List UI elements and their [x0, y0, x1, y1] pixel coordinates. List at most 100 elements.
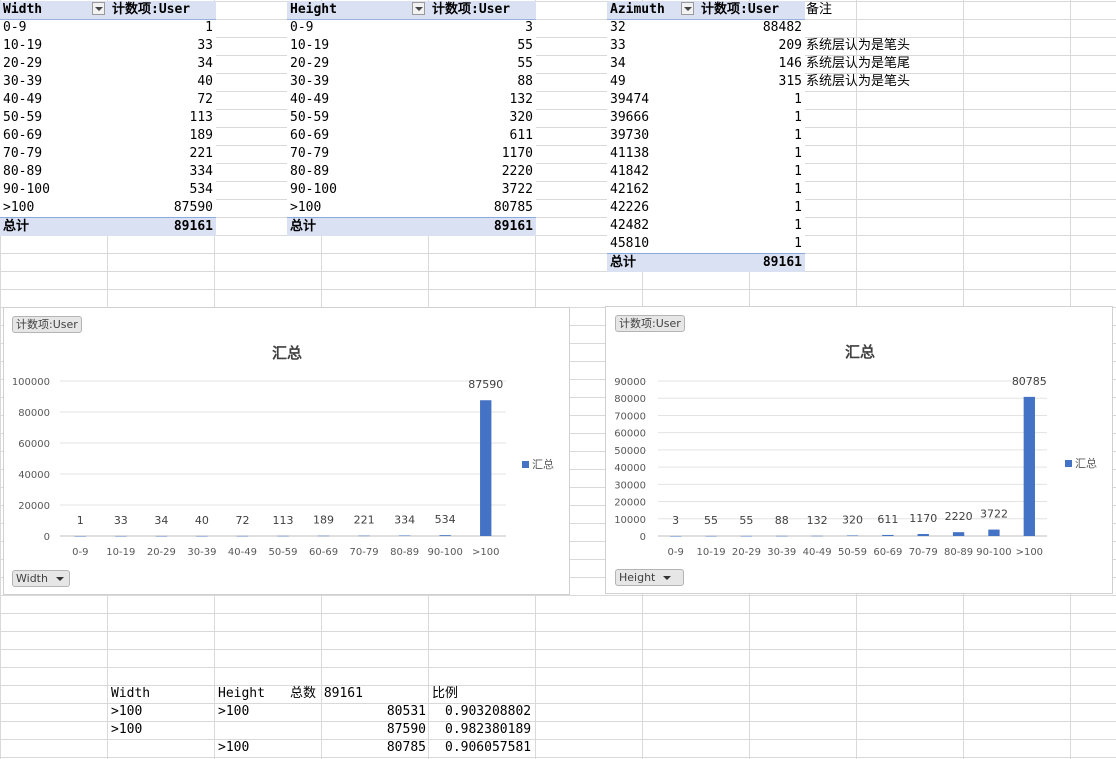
- value-cell[interactable]: 34: [197, 56, 213, 71]
- total-label-cell[interactable]: 总计: [3, 219, 30, 234]
- row-label-cell[interactable]: 70-79: [3, 146, 43, 161]
- value-cell[interactable]: 1: [794, 236, 802, 251]
- value-cell[interactable]: 55: [517, 56, 533, 71]
- value-cell[interactable]: 87590: [173, 200, 213, 215]
- row-field-header[interactable]: Azimuth: [610, 1, 681, 19]
- note-item[interactable]: 系统层认为是笔尾: [806, 56, 911, 71]
- bar[interactable]: [811, 535, 823, 537]
- summary-count-cell[interactable]: 80531: [386, 704, 426, 719]
- value-cell[interactable]: 221: [189, 146, 213, 161]
- summary-ratio-cell[interactable]: 0.982380189: [445, 722, 532, 737]
- value-cell[interactable]: 1: [794, 146, 802, 161]
- height-pivot-chart[interactable]: 汇总 0 10000 20000 30000 40000 50000 60000 70000 80…: [605, 306, 1113, 594]
- bar[interactable]: [846, 535, 859, 536]
- row-label-cell[interactable]: 41842: [610, 164, 650, 179]
- note-item[interactable]: 系统层认为是笔头: [806, 74, 911, 89]
- row-label-cell[interactable]: 42482: [610, 218, 650, 233]
- bar[interactable]: [236, 535, 249, 537]
- bar[interactable]: [740, 535, 753, 537]
- row-label-cell[interactable]: 40-49: [290, 92, 330, 107]
- bar[interactable]: [439, 535, 451, 536]
- row-label-cell[interactable]: 10-19: [290, 38, 330, 53]
- row-label-cell[interactable]: 34: [610, 56, 626, 71]
- summary-height-cell[interactable]: >100: [218, 704, 250, 719]
- summary-header-height[interactable]: Height: [218, 686, 265, 701]
- row-label-cell[interactable]: 10-19: [3, 38, 43, 53]
- bar[interactable]: [277, 535, 289, 537]
- value-cell[interactable]: 3: [525, 20, 533, 35]
- row-label-cell[interactable]: 60-69: [290, 128, 330, 143]
- row-label-cell[interactable]: 70-79: [290, 146, 330, 161]
- bar[interactable]: [952, 532, 965, 536]
- summary-ratio-cell[interactable]: 0.903208802: [445, 704, 532, 719]
- bar[interactable]: [1023, 396, 1035, 536]
- value-cell[interactable]: 1: [205, 20, 213, 35]
- row-label-cell[interactable]: 20-29: [290, 56, 330, 71]
- value-cell[interactable]: 132: [509, 92, 533, 107]
- value-cell[interactable]: 534: [189, 182, 213, 197]
- row-label-cell[interactable]: 50-59: [290, 110, 330, 125]
- summary-header-width[interactable]: Width: [111, 686, 151, 701]
- value-cell[interactable]: 1: [794, 218, 802, 233]
- value-cell[interactable]: 3722: [501, 182, 533, 197]
- legend-label[interactable]: 汇总: [532, 457, 554, 471]
- value-cell[interactable]: 1170: [501, 146, 533, 161]
- value-cell[interactable]: 80785: [493, 200, 533, 215]
- bar[interactable]: [155, 535, 168, 537]
- row-label-cell[interactable]: >100: [3, 200, 35, 215]
- total-value-cell[interactable]: 89161: [762, 255, 802, 270]
- value-cell[interactable]: 55: [517, 38, 533, 53]
- value-cell[interactable]: 40: [197, 74, 213, 89]
- filter-dropdown-button[interactable]: [412, 1, 427, 19]
- row-label-cell[interactable]: 0-9: [3, 20, 27, 35]
- bar[interactable]: [196, 535, 208, 537]
- bar[interactable]: [480, 400, 492, 536]
- bar[interactable]: [398, 535, 411, 536]
- value-cell[interactable]: 1: [794, 92, 802, 107]
- value-cell[interactable]: 33: [197, 38, 213, 53]
- value-cell[interactable]: 1: [794, 200, 802, 215]
- notes-header[interactable]: 备注: [806, 2, 833, 17]
- row-label-cell[interactable]: 20-29: [3, 56, 43, 71]
- summary-count-cell[interactable]: 80785: [386, 740, 426, 755]
- bar[interactable]: [670, 535, 682, 537]
- row-label-cell[interactable]: 30-39: [290, 74, 330, 89]
- value-cell[interactable]: 209: [778, 38, 802, 53]
- bar[interactable]: [317, 535, 330, 537]
- row-label-cell[interactable]: 90-100: [3, 182, 50, 197]
- value-cell[interactable]: 1: [794, 164, 802, 179]
- value-cell[interactable]: 1: [794, 182, 802, 197]
- summary-count-cell[interactable]: 87590: [386, 722, 426, 737]
- total-value-cell[interactable]: 89161: [173, 219, 213, 234]
- value-cell[interactable]: 315: [778, 74, 802, 89]
- legend-label[interactable]: 汇总: [1075, 456, 1097, 470]
- bar[interactable]: [74, 535, 86, 537]
- row-field-header[interactable]: Width: [3, 1, 92, 19]
- chart-title[interactable]: 汇总: [272, 344, 302, 362]
- axis-field-button[interactable]: Height: [615, 569, 684, 586]
- value-cell[interactable]: 72: [197, 92, 213, 107]
- value-cell[interactable]: 2220: [501, 164, 533, 179]
- bar[interactable]: [882, 534, 894, 536]
- filter-dropdown-button[interactable]: [92, 1, 107, 19]
- row-label-cell[interactable]: 39666: [610, 110, 650, 125]
- width-pivot-chart[interactable]: 汇总 0 20000 40000 60000 80000 100000 1 0-9 33 10-19…: [3, 307, 570, 595]
- bar[interactable]: [705, 535, 717, 537]
- row-label-cell[interactable]: >100: [290, 200, 322, 215]
- row-label-cell[interactable]: 30-39: [3, 74, 43, 89]
- summary-width-cell[interactable]: >100: [111, 704, 143, 719]
- row-label-cell[interactable]: 80-89: [3, 164, 43, 179]
- row-label-cell[interactable]: 42226: [610, 200, 650, 215]
- row-label-cell[interactable]: 0-9: [290, 20, 314, 35]
- summary-height-cell[interactable]: >100: [218, 740, 250, 755]
- chart-title[interactable]: 汇总: [845, 343, 875, 361]
- row-label-cell[interactable]: 49: [610, 74, 626, 89]
- value-field-header[interactable]: 计数项:User: [701, 2, 780, 17]
- total-label-cell[interactable]: 总计: [610, 255, 637, 270]
- row-label-cell[interactable]: 32: [610, 20, 626, 35]
- row-label-cell[interactable]: 42162: [610, 182, 650, 197]
- note-item[interactable]: 系统层认为是笔头: [806, 38, 911, 53]
- value-cell[interactable]: 611: [509, 128, 533, 143]
- axis-field-button[interactable]: Width: [12, 570, 70, 587]
- value-cell[interactable]: 88482: [762, 20, 802, 35]
